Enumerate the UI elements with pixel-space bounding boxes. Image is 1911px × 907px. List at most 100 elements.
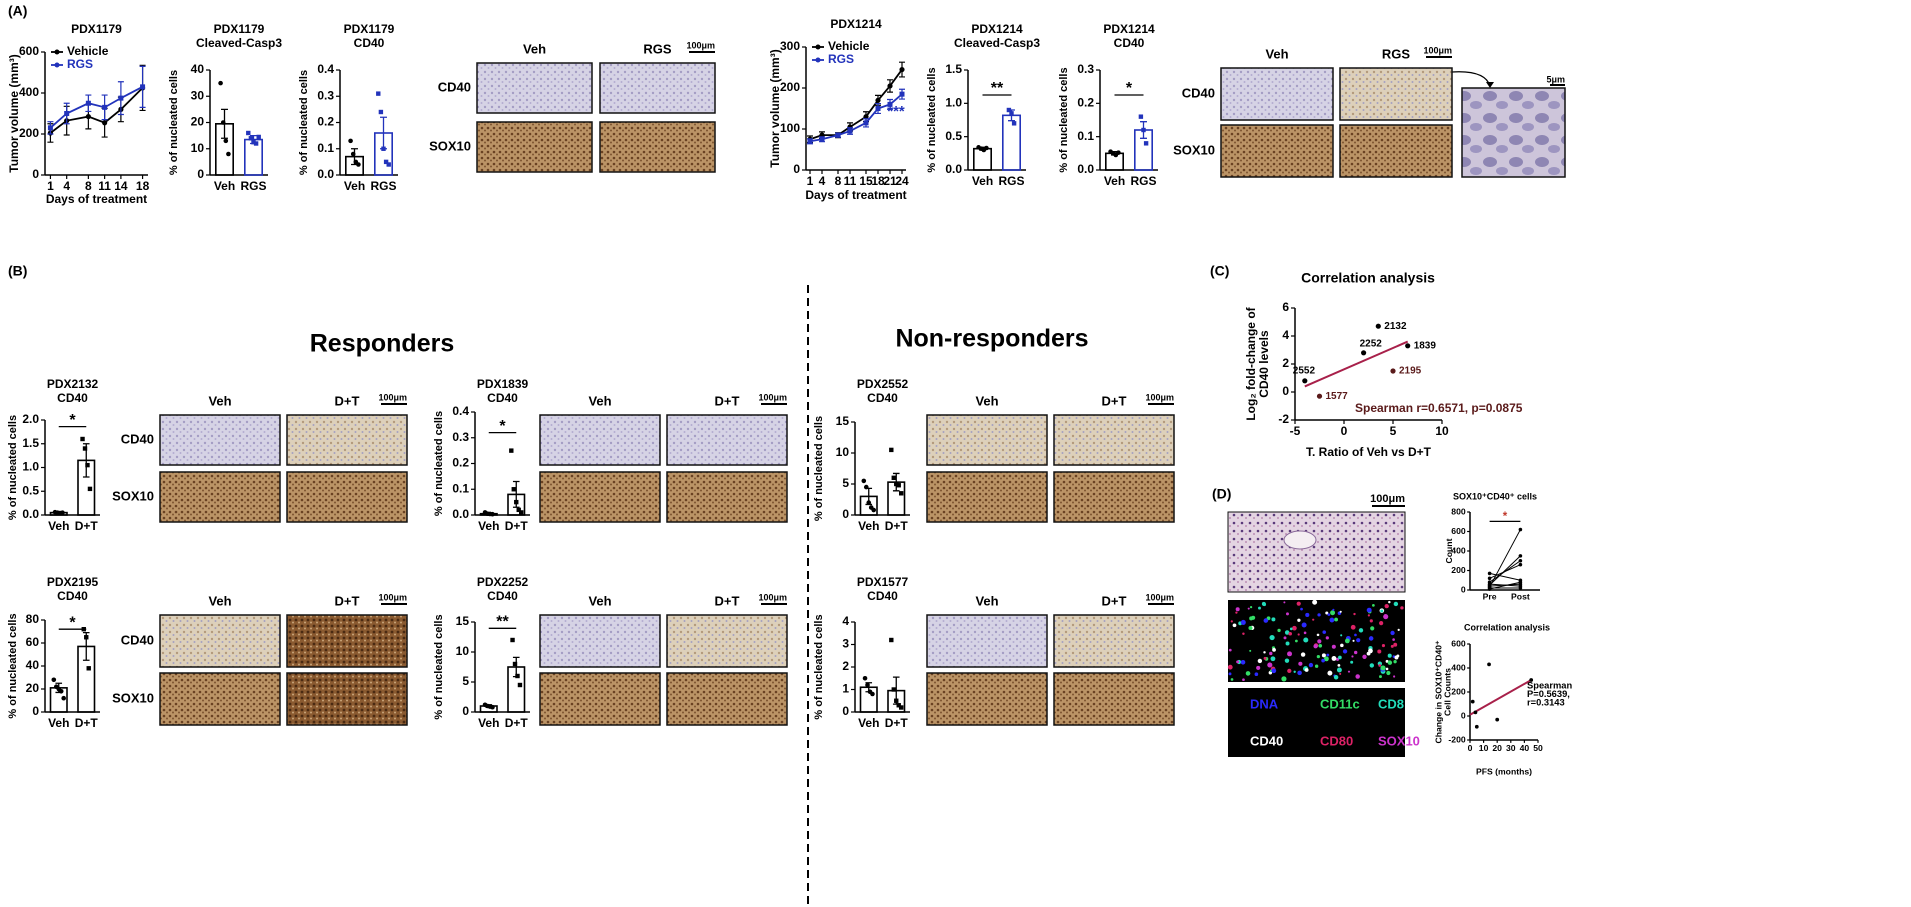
data-point <box>87 486 93 492</box>
fluor-dot <box>1289 627 1293 631</box>
section-title: Non-responders <box>895 325 1088 353</box>
chart-subtitle: CD40 <box>354 36 385 50</box>
y-tick-label: 400 <box>1451 662 1466 672</box>
ihc-image <box>1339 67 1453 121</box>
data-point <box>516 507 521 513</box>
fluor-dot <box>1297 670 1302 676</box>
fluor-dot <box>1387 660 1393 665</box>
x-axis-title: T. Ratio of Veh vs D+T <box>1306 445 1432 459</box>
fluor-dot <box>1377 649 1382 654</box>
fluor-dot <box>1285 641 1290 646</box>
ihc-image <box>1220 67 1334 121</box>
y-tick-label: 0 <box>462 704 469 718</box>
fluor-dot <box>1369 619 1373 623</box>
y-tick-label: 0 <box>197 167 204 181</box>
data-point <box>61 695 66 701</box>
image-column-label: D+T <box>1102 393 1127 408</box>
fluor-dot <box>1286 612 1289 616</box>
pair-line <box>1489 572 1521 581</box>
image-column-label: RGS <box>1382 46 1411 61</box>
x-tick-label: 14 <box>114 179 128 193</box>
series-line <box>809 69 903 141</box>
y-tick-label: 0.1 <box>452 481 469 495</box>
fluor-dot <box>1386 670 1391 676</box>
data-point <box>899 491 904 496</box>
pair-line <box>1489 583 1521 587</box>
fluor-dot <box>1356 638 1361 643</box>
fluor-dot <box>1283 636 1287 640</box>
point-label: 2252 <box>1360 338 1383 349</box>
ihc-image <box>926 672 1048 726</box>
y-tick-label: 0 <box>1461 710 1466 720</box>
y-tick-label: 40 <box>26 658 40 672</box>
ihc-image <box>539 414 661 466</box>
x-tick-label: 10 <box>1479 743 1489 753</box>
x-tick-label: 18 <box>136 179 150 193</box>
data-point <box>899 91 905 97</box>
fluor-dot <box>1281 676 1287 682</box>
fluor-dot <box>1242 678 1245 682</box>
y-tick-label: 0.2 <box>452 456 469 470</box>
legend-label: RGS <box>67 57 93 71</box>
chart-subtitle: Cleaved-Casp3 <box>954 36 1040 50</box>
fluor-dot <box>1301 622 1307 628</box>
data-point <box>515 673 520 679</box>
fluor-dot <box>1254 672 1259 677</box>
x-tick-label: 1 <box>47 179 54 193</box>
fluor-dot <box>1300 607 1303 611</box>
fluor-dot <box>1267 662 1273 668</box>
x-tick-label: 20 <box>1492 743 1502 753</box>
data-point <box>378 109 384 115</box>
fluor-dot <box>1298 661 1303 666</box>
fluor-dot <box>1388 600 1391 604</box>
y-tick-label: 0.1 <box>317 141 334 155</box>
data-point <box>861 478 867 484</box>
scale-bar-label: 100μm <box>378 592 407 602</box>
data-point <box>870 691 875 697</box>
panel-label: (A) <box>8 3 27 19</box>
x-tick-label: Veh <box>478 716 499 730</box>
fluor-dot <box>1380 665 1386 671</box>
ihc-image <box>476 121 593 173</box>
y-tick-label: 2 <box>1282 356 1289 370</box>
data-point <box>82 446 88 451</box>
scale-bar-label: 100μm <box>1423 45 1452 55</box>
data-point <box>1518 527 1523 532</box>
ihc-image <box>286 414 408 466</box>
data-point <box>875 97 881 103</box>
significance-label: ** <box>496 614 509 631</box>
fluor-dot <box>1378 664 1382 667</box>
x-tick-label: 0 <box>1341 424 1348 438</box>
y-tick-label: 10 <box>191 141 205 155</box>
fluor-dot <box>1333 675 1339 680</box>
chart-title: PDX1179 <box>71 22 122 36</box>
y-tick-label: 0.3 <box>317 88 334 102</box>
fluor-dot <box>1355 674 1360 679</box>
y-tick-label: 0 <box>842 507 849 521</box>
annotation: Spearman r=0.6571, p=0.0875 <box>1355 401 1523 415</box>
x-tick-label: RGS <box>1130 174 1156 188</box>
data-point <box>1316 393 1323 399</box>
chart-subtitle: CD40 <box>867 589 898 603</box>
chart-subtitle: CD40 <box>487 391 518 405</box>
fluor-dot <box>1297 618 1301 622</box>
fluor-dot <box>1370 626 1375 631</box>
ihc-image <box>286 614 408 668</box>
fluor-dot <box>1393 601 1399 607</box>
fluor-dot <box>1393 659 1397 664</box>
ihc-image <box>666 614 788 668</box>
data-point <box>896 703 901 708</box>
y-axis-title: Count <box>1444 538 1454 563</box>
fluor-dot <box>1332 608 1335 611</box>
fluor-dot <box>1271 617 1276 622</box>
image-column-label: Veh <box>975 393 998 408</box>
fluor-dot <box>1296 601 1301 606</box>
annotation: P=0.5639, <box>1527 689 1570 699</box>
y-tick-label: 0.3 <box>1077 62 1094 76</box>
y-tick-label: -2 <box>1278 412 1289 426</box>
ihc-image <box>1053 471 1175 523</box>
chart-subtitle: Cleaved-Casp3 <box>196 36 282 50</box>
y-tick-label: 1.5 <box>945 62 962 76</box>
x-tick-label: 15 <box>859 174 873 188</box>
y-tick-label: 1.5 <box>22 436 39 450</box>
